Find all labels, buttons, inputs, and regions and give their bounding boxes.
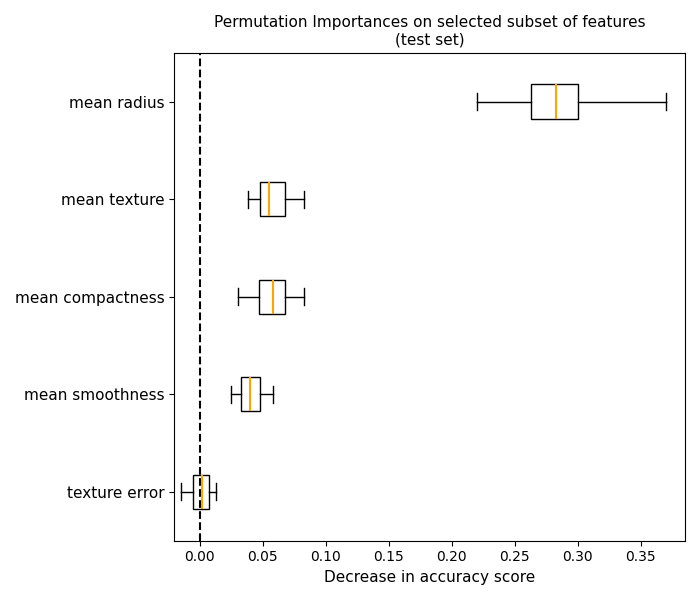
Title: Permutation Importances on selected subset of features
(test set): Permutation Importances on selected subs… [214,15,645,47]
PathPatch shape [193,475,209,509]
PathPatch shape [259,280,286,314]
PathPatch shape [260,182,286,216]
PathPatch shape [531,85,578,119]
X-axis label: Decrease in accuracy score: Decrease in accuracy score [324,570,536,585]
PathPatch shape [241,377,260,412]
